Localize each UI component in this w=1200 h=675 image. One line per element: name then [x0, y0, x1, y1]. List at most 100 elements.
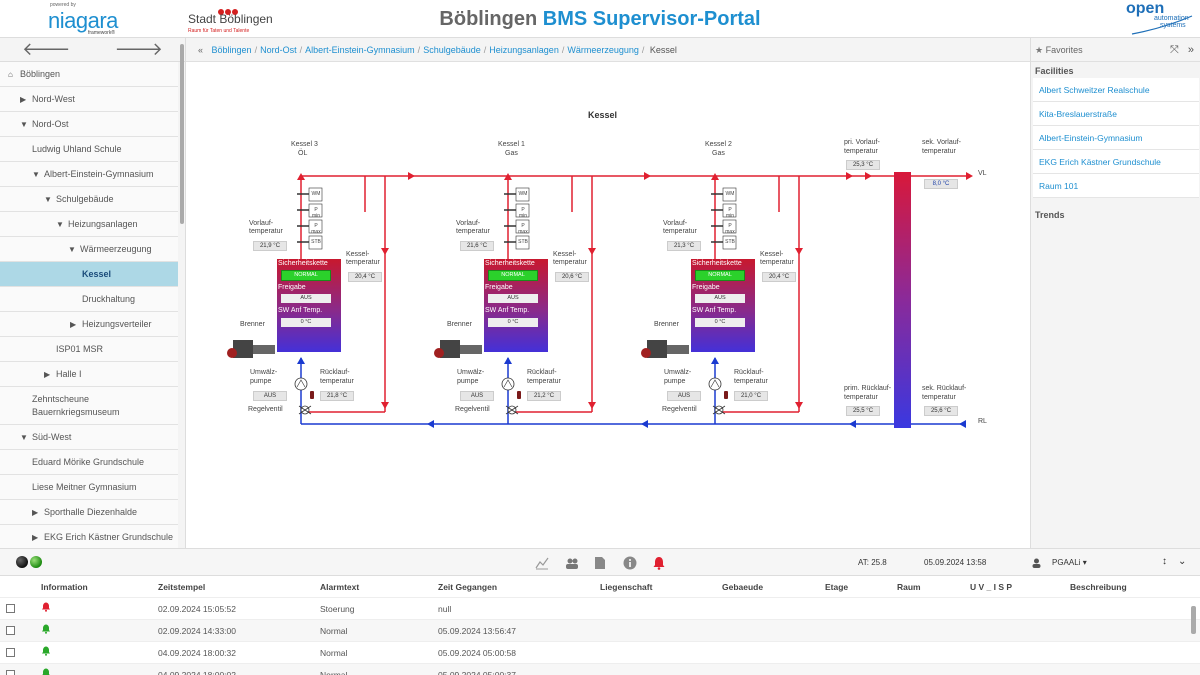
vorlauf-label: Vorlauf-: [456, 220, 481, 227]
column-header[interactable]: Zeitstempel: [158, 582, 206, 592]
sek-ruecklauf-value[interactable]: 25,6 °C: [924, 406, 958, 416]
column-header[interactable]: Alarmtext: [320, 582, 360, 592]
status-led-dark: [16, 556, 28, 568]
breadcrumb-link[interactable]: Heizungsanlagen: [489, 45, 559, 55]
kessel-temp-label: temperatur: [760, 259, 794, 266]
pump-label: Umwälz-: [457, 369, 485, 376]
sidebar-scrollbar[interactable]: [180, 44, 184, 224]
collapse-panel-icon[interactable]: »: [1187, 44, 1194, 56]
bypass-arrow: [588, 402, 596, 409]
row-checkbox[interactable]: [6, 626, 15, 635]
kessel-temp-label: Kessel-: [553, 251, 577, 258]
facility-link[interactable]: Albert Schweitzer Realschule: [1033, 78, 1199, 102]
expanded-arrow-icon[interactable]: ▼: [68, 245, 76, 254]
expanded-arrow-icon[interactable]: ▼: [20, 120, 28, 129]
expanded-arrow-icon[interactable]: ▼: [32, 170, 40, 179]
users-icon[interactable]: [565, 556, 579, 570]
ruecklauf-value[interactable]: 21,8 °C: [320, 391, 354, 401]
facility-link[interactable]: Raum 101: [1033, 174, 1199, 198]
sidebar-item[interactable]: Eduard Mörike Grundschule: [0, 450, 178, 475]
alarm-scrollbar[interactable]: [1191, 606, 1196, 634]
sidebar-item[interactable]: ▼ Heizungsanlagen: [0, 212, 178, 237]
sidebar-item[interactable]: Liese Meitner Gymnasium: [0, 475, 178, 500]
expanded-arrow-icon[interactable]: ▼: [44, 195, 52, 204]
sidebar-item[interactable]: ▶ Nord-West: [0, 87, 178, 112]
vorlauf-value[interactable]: 21,6 °C: [460, 241, 494, 251]
vorlauf-value[interactable]: 21,9 °C: [253, 241, 287, 251]
chart-icon[interactable]: [535, 556, 549, 570]
table-row[interactable]: 04.09.2024 18:00:32 Normal 05.09.2024 05:0…: [0, 642, 1200, 664]
ruecklauf-value[interactable]: 21,0 °C: [734, 391, 768, 401]
pri-vorlauf-value[interactable]: 25,3 °C: [846, 160, 880, 170]
kessel-temp-value[interactable]: 20,6 °C: [555, 272, 589, 282]
kessel-temp-value[interactable]: 20,4 °C: [348, 272, 382, 282]
expanded-arrow-icon[interactable]: ▼: [56, 220, 64, 229]
expanded-arrow-icon[interactable]: ▼: [20, 433, 28, 442]
facility-link[interactable]: Kita-Breslauerstraße: [1033, 102, 1199, 126]
home-icon[interactable]: ⌂: [8, 70, 13, 79]
collapsed-arrow-icon[interactable]: ▶: [44, 370, 51, 379]
nav-forward-button[interactable]: 🡒: [114, 39, 163, 59]
sidebar-item[interactable]: ▶ Sporthalle Diezenhalde: [0, 500, 178, 525]
table-row[interactable]: 02.09.2024 15:05:52 Stoerung null: [0, 598, 1200, 620]
document-icon[interactable]: [593, 556, 607, 570]
ruecklauf-value[interactable]: 21,2 °C: [527, 391, 561, 401]
prim-ruecklauf-value[interactable]: 25,5 °C: [846, 406, 880, 416]
sidebar-item[interactable]: ▼ Albert-Einstein-Gymnasium: [0, 162, 178, 187]
table-row[interactable]: 04.09.2024 18:00:02 Normal 05.09.2024 05:0…: [0, 664, 1200, 675]
row-checkbox[interactable]: [6, 604, 15, 613]
favorites-star-icon[interactable]: ★: [1035, 45, 1044, 55]
column-header[interactable]: Beschreibung: [1070, 582, 1127, 592]
sidebar-item[interactable]: ▶ Heizungsverteiler: [0, 312, 178, 337]
collapsed-arrow-icon[interactable]: ▶: [70, 320, 77, 329]
pump-status[interactable]: AUS: [460, 391, 494, 401]
sidebar-item[interactable]: ▼ Wärmeerzeugung: [0, 237, 178, 262]
row-checkbox[interactable]: [6, 648, 15, 657]
breadcrumb-link[interactable]: Böblingen: [211, 45, 252, 55]
column-header[interactable]: Raum: [897, 582, 921, 592]
breadcrumb-collapse-icon[interactable]: «: [198, 45, 204, 55]
sidebar-item[interactable]: ▶ EKG Erich Kästner Grundschule: [0, 525, 178, 548]
collapsed-arrow-icon[interactable]: ▶: [32, 533, 39, 542]
breadcrumb-link[interactable]: Schulgebäude: [423, 45, 481, 55]
sidebar-item[interactable]: ▼ Nord-Ost: [0, 112, 178, 137]
breadcrumb-link[interactable]: Nord-Ost: [260, 45, 297, 55]
expand-icon[interactable]: ⤧: [1170, 44, 1179, 56]
info-icon[interactable]: [623, 556, 637, 570]
sek-vorlauf-value[interactable]: 8,0 °C: [924, 179, 958, 189]
column-header[interactable]: Zeit Gegangen: [438, 582, 498, 592]
sidebar-item[interactable]: ▶ Halle I: [0, 362, 178, 387]
sidebar-item[interactable]: Druckhaltung: [0, 287, 178, 312]
collapse-down-icon[interactable]: ⌄: [1178, 556, 1187, 567]
alarm-bell-icon[interactable]: [652, 556, 666, 570]
burner-label: Brenner: [447, 321, 472, 328]
breadcrumb-link[interactable]: Wärmeerzeugung: [567, 45, 639, 55]
nav-back-button[interactable]: 🡐: [22, 39, 71, 59]
collapsed-arrow-icon[interactable]: ▶: [20, 95, 27, 104]
column-header[interactable]: Etage: [825, 582, 849, 592]
column-header[interactable]: Liegenschaft: [600, 582, 653, 592]
column-header[interactable]: Gebaeude: [722, 582, 764, 592]
sidebar-item[interactable]: ISP01 MSR: [0, 337, 178, 362]
kessel-temp-value[interactable]: 20,4 °C: [762, 272, 796, 282]
sidebar-item[interactable]: Kessel: [0, 262, 178, 287]
user-menu[interactable]: PGAALi ▾: [1052, 558, 1087, 567]
row-checkbox[interactable]: [6, 670, 15, 675]
resize-icon[interactable]: ↕: [1162, 556, 1167, 567]
column-header[interactable]: Information: [41, 582, 88, 592]
facility-link[interactable]: Albert-Einstein-Gymnasium: [1033, 126, 1199, 150]
table-row[interactable]: 02.09.2024 14:33:00 Normal 05.09.2024 13:5…: [0, 620, 1200, 642]
facility-link[interactable]: EKG Erich Kästner Grundschule: [1033, 150, 1199, 174]
sidebar-item[interactable]: ⌂ Böblingen: [0, 62, 178, 87]
collapsed-arrow-icon[interactable]: ▶: [32, 508, 39, 517]
column-header[interactable]: U V _ I S P: [970, 582, 1013, 592]
pump-status[interactable]: AUS: [667, 391, 701, 401]
pump-status[interactable]: AUS: [253, 391, 287, 401]
sidebar-item[interactable]: Ludwig Uhland Schule: [0, 137, 178, 162]
favorites-label[interactable]: Favorites: [1045, 45, 1083, 55]
sidebar-item[interactable]: Zehntscheune Bauernkriegsmuseum: [0, 387, 178, 425]
sidebar-item[interactable]: ▼ Süd-West: [0, 425, 178, 450]
vorlauf-value[interactable]: 21,3 °C: [667, 241, 701, 251]
sidebar-item[interactable]: ▼ Schulgebäude: [0, 187, 178, 212]
breadcrumb-link[interactable]: Albert-Einstein-Gymnasium: [305, 45, 415, 55]
